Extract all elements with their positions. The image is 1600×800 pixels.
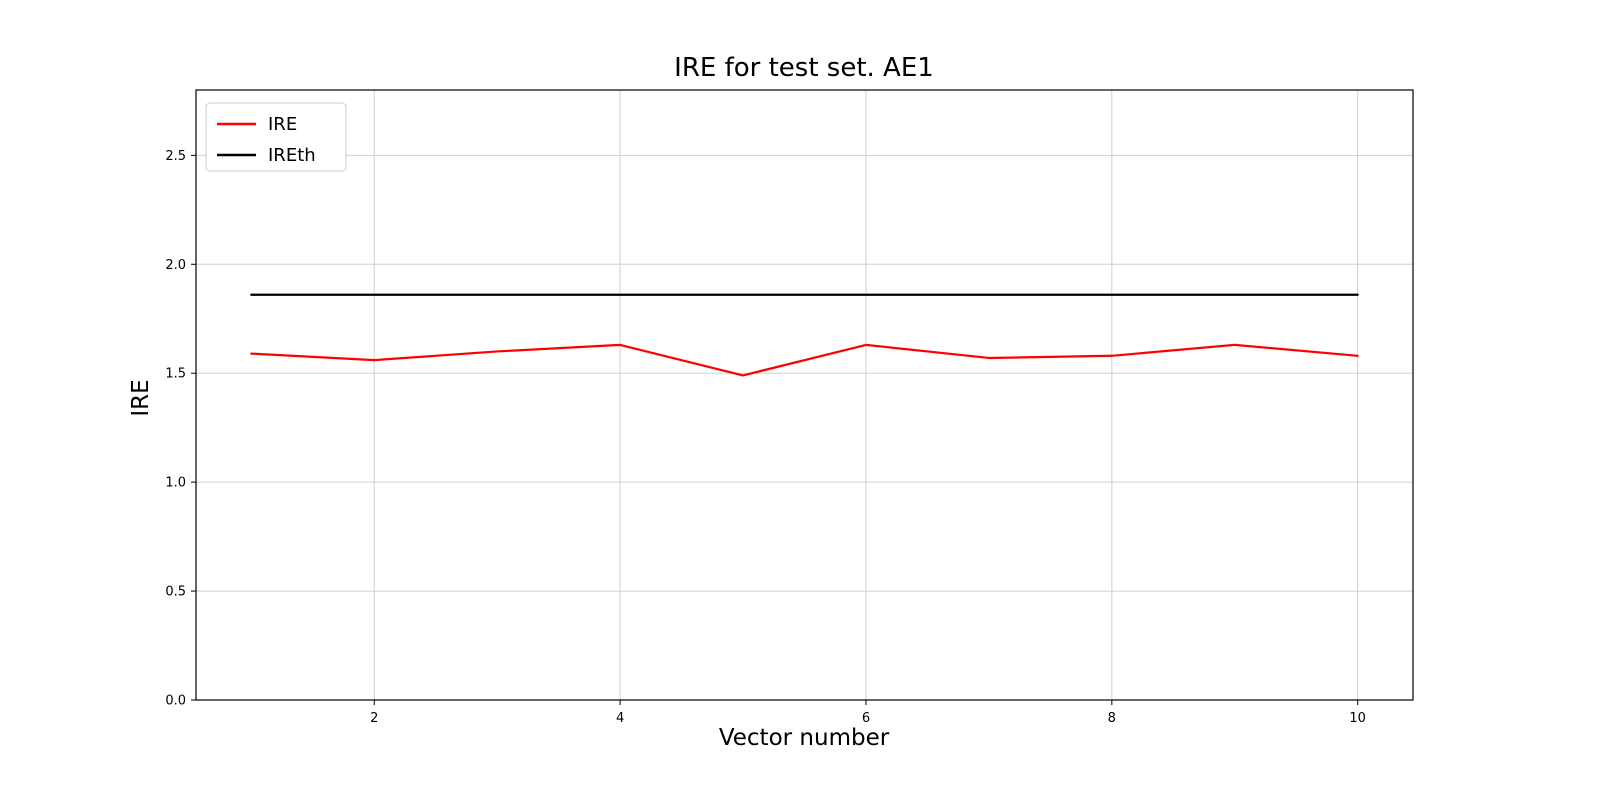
y-axis-label: IRE [128, 379, 154, 416]
plot-area [196, 90, 1413, 700]
chart-title: IRE for test set. AE1 [674, 53, 934, 83]
axis-ticks: 2 4 6 8 10 0.0 0.5 1.0 1.5 2.0 2.5 [165, 149, 1366, 726]
y-tick-label: 1.0 [165, 476, 186, 491]
x-tick-label: 2 [370, 711, 378, 726]
legend-ire-label: IRE [268, 114, 297, 135]
x-tick-label: 10 [1349, 711, 1366, 726]
legend: IRE IREth [205, 102, 347, 172]
series-line-ire [250, 343, 1359, 377]
plot-border [195, 89, 1414, 701]
y-tick-label: 0.0 [165, 694, 186, 709]
x-tick-label: 8 [1108, 711, 1116, 726]
x-axis-label: Vector number [719, 725, 890, 751]
x-tick-label: 4 [616, 711, 624, 726]
data-series [250, 293, 1359, 377]
x-tick-label: 6 [862, 711, 870, 726]
y-tick-label: 2.5 [165, 149, 186, 164]
y-tick-label: 1.5 [165, 367, 186, 382]
y-tick-label: 0.5 [165, 585, 186, 600]
y-tick-label: 2.0 [165, 258, 186, 273]
legend-ireth-label: IREth [268, 145, 316, 166]
